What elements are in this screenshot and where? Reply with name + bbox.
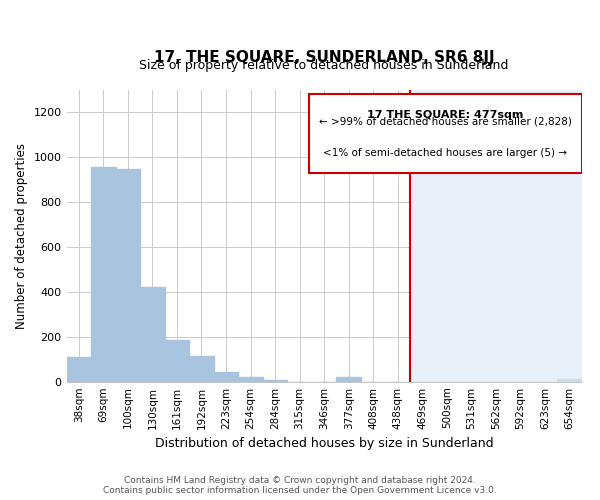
FancyBboxPatch shape: [309, 94, 582, 173]
Text: <1% of semi-detached houses are larger (5) →: <1% of semi-detached houses are larger (…: [323, 148, 567, 158]
Bar: [164, 340, 189, 382]
X-axis label: Distribution of detached houses by size in Sunderland: Distribution of detached houses by size …: [155, 437, 493, 450]
Y-axis label: Number of detached properties: Number of detached properties: [15, 142, 28, 328]
Bar: [214, 372, 238, 382]
Bar: [67, 358, 91, 382]
Title: 17, THE SQUARE, SUNDERLAND, SR6 8JJ: 17, THE SQUARE, SUNDERLAND, SR6 8JJ: [154, 50, 494, 65]
Text: Size of property relative to detached houses in Sunderland: Size of property relative to detached ho…: [139, 60, 509, 72]
Bar: [557, 380, 582, 382]
Bar: [337, 377, 361, 382]
Text: Contains HM Land Registry data © Crown copyright and database right 2024.
Contai: Contains HM Land Registry data © Crown c…: [103, 476, 497, 495]
Bar: [116, 169, 140, 382]
Bar: [189, 356, 214, 382]
Bar: [91, 167, 116, 382]
Bar: [140, 288, 164, 382]
Text: 17 THE SQUARE: 477sqm: 17 THE SQUARE: 477sqm: [367, 110, 523, 120]
Bar: [263, 380, 287, 382]
Bar: [410, 90, 582, 382]
Bar: [238, 377, 263, 382]
Text: ← >99% of detached houses are smaller (2,828): ← >99% of detached houses are smaller (2…: [319, 117, 572, 127]
